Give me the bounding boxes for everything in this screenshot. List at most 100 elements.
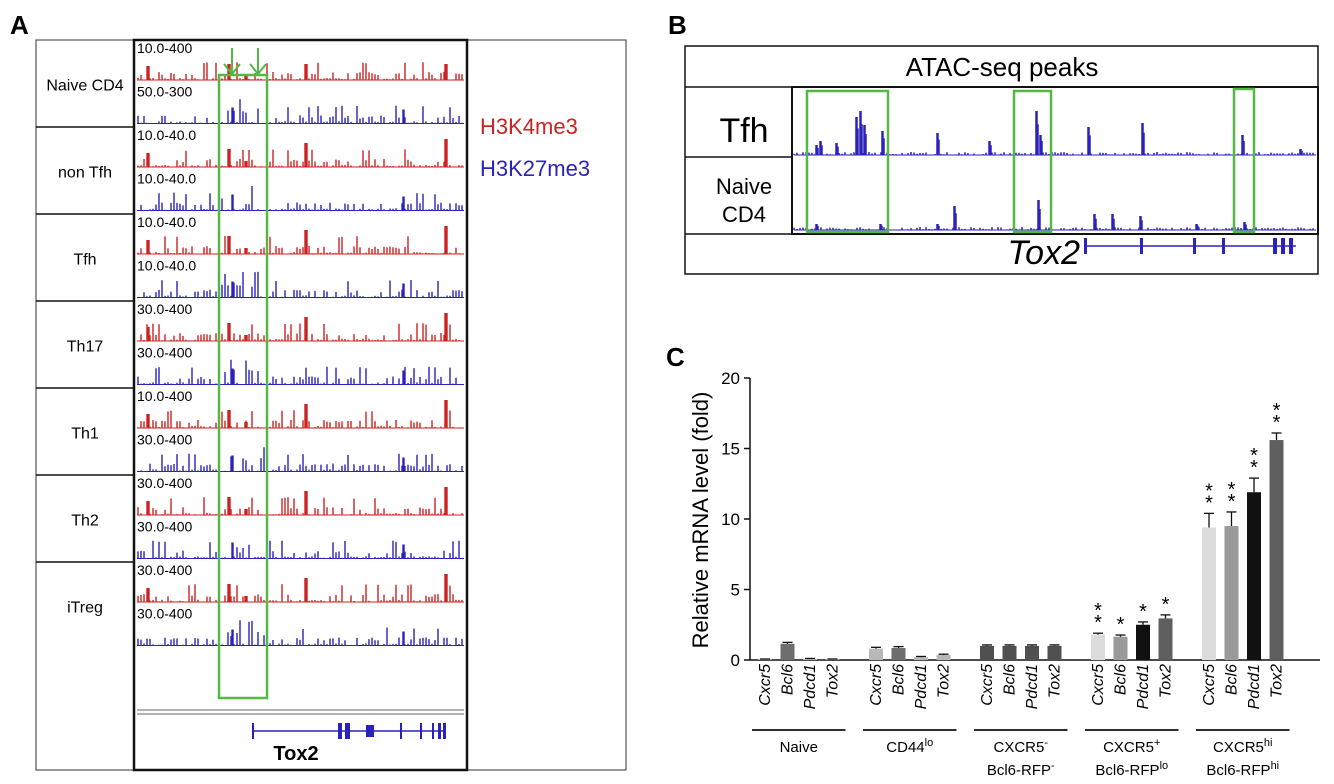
significance-star: * bbox=[1228, 479, 1236, 501]
signal-track bbox=[137, 359, 463, 385]
panel-b: B ATAC-seq peaks Tfh Naive CD4 Tox2 bbox=[668, 10, 1319, 275]
track-scale-label: 30.0-400 bbox=[137, 519, 192, 535]
significance-star: * bbox=[1273, 400, 1281, 422]
group-label: CXCR5- bbox=[993, 737, 1048, 756]
bars: Cxcr5 Bcl6 Pdcd1 Tox2 Naive Cxcr5 Bcl6 Pdcd1 Tox… bbox=[752, 400, 1290, 779]
track-scale-label: 30.0-400 bbox=[137, 432, 192, 448]
track-scale-label: 10.0-40.0 bbox=[137, 258, 196, 274]
gene-tick-label: Cxcr5 bbox=[757, 664, 774, 706]
bar bbox=[780, 643, 795, 660]
panel-c: C Relative mRNA level (fold) 0 5 10 15 20 Cx… bbox=[666, 342, 1320, 779]
y-tick-label: 0 bbox=[731, 651, 740, 670]
gene-tick-label: Pdcd1 bbox=[1246, 664, 1263, 709]
gene-tick-label: Bcl6 bbox=[1113, 664, 1130, 695]
signal-track bbox=[140, 186, 463, 211]
signal-track bbox=[137, 62, 463, 80]
bar bbox=[914, 657, 928, 660]
gene-tick-label: Bcl6 bbox=[891, 664, 908, 695]
significance-star: * bbox=[1273, 412, 1281, 434]
gene-tick-label: Cxcr5 bbox=[1090, 664, 1107, 706]
signal-track bbox=[137, 139, 463, 167]
row-label-naive-cd4: Naive CD4 bbox=[716, 174, 772, 227]
arrow-down-icon bbox=[249, 48, 267, 76]
panel-c-letter: C bbox=[666, 342, 685, 372]
group-label: CD44lo bbox=[886, 737, 933, 756]
group-label-line2: Bcl6-RFP- bbox=[987, 760, 1055, 779]
signal-track bbox=[137, 271, 463, 298]
gene-tick-label: Pdcd1 bbox=[913, 664, 930, 709]
gene-tick-label: Pdcd1 bbox=[802, 664, 819, 709]
signal-track bbox=[137, 487, 463, 515]
browser-track-frame bbox=[132, 38, 469, 772]
highlight-region bbox=[805, 89, 890, 234]
significance-star: * bbox=[1205, 480, 1213, 502]
gene-label-tox2: Tox2 bbox=[273, 743, 318, 765]
cell-type-label: Naive CD4 bbox=[46, 78, 123, 95]
signal-track bbox=[137, 99, 463, 124]
bar bbox=[1136, 624, 1150, 660]
bar bbox=[1025, 645, 1039, 660]
significance-star: * bbox=[1139, 601, 1147, 623]
panel-b-letter: B bbox=[668, 10, 687, 40]
gene-tick-label: Bcl6 bbox=[1224, 664, 1241, 695]
panel-a-letter: A bbox=[10, 10, 29, 40]
bar bbox=[1113, 636, 1128, 660]
atac-signal bbox=[793, 200, 1314, 230]
track-scale-label: 30.0-400 bbox=[137, 475, 192, 491]
gene-model bbox=[1084, 238, 1296, 254]
gene-tick-label: Tox2 bbox=[1158, 664, 1175, 698]
bar bbox=[1247, 492, 1261, 660]
gene-label-tox2: Tox2 bbox=[1008, 234, 1081, 272]
significance-star: * bbox=[1205, 492, 1213, 514]
panel-a: A Naive CD4 10.0-400 50.0-300 non Tfh 10.0-4… bbox=[10, 10, 627, 772]
gene-tick-label: Tox2 bbox=[825, 664, 842, 698]
gene-model bbox=[252, 723, 446, 739]
track-scale-label: 30.0-400 bbox=[137, 562, 192, 578]
panel-a-frame bbox=[35, 39, 627, 771]
significance-star: * bbox=[1094, 600, 1102, 622]
atac-title: ATAC-seq peaks bbox=[906, 52, 1099, 82]
gene-tick-label: Tox2 bbox=[936, 664, 953, 698]
legend-h3k4me3: H3K4me3 bbox=[480, 114, 578, 139]
gene-tick-label: Cxcr5 bbox=[868, 664, 885, 706]
group-label: CXCR5+ bbox=[1103, 737, 1160, 756]
cell-type-label: Th2 bbox=[71, 513, 99, 530]
signal-track bbox=[137, 226, 463, 254]
significance-star: * bbox=[1162, 594, 1170, 616]
signal-track bbox=[137, 313, 463, 341]
significance-star: * bbox=[1250, 445, 1258, 467]
legend-h3k27me3: H3K27me3 bbox=[480, 156, 590, 181]
highlight-region bbox=[1012, 89, 1053, 234]
group-label-line2: Bcl6-RFPhi bbox=[1206, 760, 1279, 779]
atac-track-frame bbox=[791, 86, 1319, 235]
signal-track bbox=[137, 574, 463, 602]
track-scale-label: 50.0-300 bbox=[137, 84, 192, 100]
significance-star: * bbox=[1117, 614, 1125, 636]
y-tick-label: 20 bbox=[721, 369, 740, 388]
bar bbox=[1224, 526, 1239, 660]
significance-star: * bbox=[1250, 457, 1258, 479]
track-scale-label: 30.0-400 bbox=[137, 606, 192, 622]
track-scale-label: 30.0-400 bbox=[137, 301, 192, 317]
group-label-line2: Bcl6-RFPlo bbox=[1095, 760, 1168, 779]
cell-type-label: iTreg bbox=[67, 600, 103, 617]
bar bbox=[891, 648, 906, 660]
highlight-region bbox=[217, 73, 269, 700]
y-tick-label: 10 bbox=[721, 510, 740, 529]
group-label: CXCR5hi bbox=[1213, 737, 1272, 756]
y-tick-label: 15 bbox=[721, 440, 740, 459]
signal-track bbox=[137, 400, 463, 428]
bar bbox=[936, 655, 951, 660]
bar bbox=[869, 648, 883, 660]
bar bbox=[1202, 527, 1216, 660]
track-groups: Naive CD4 10.0-400 50.0-300 non Tfh 10.0-40.… bbox=[36, 40, 464, 646]
bar bbox=[980, 645, 994, 660]
gene-tick-label: Tox2 bbox=[1269, 664, 1286, 698]
cell-type-label: Tfh bbox=[73, 252, 96, 269]
y-axis-label: Relative mRNA level (fold) bbox=[688, 392, 713, 649]
highlight-region bbox=[1232, 87, 1256, 234]
gene-tick-label: Bcl6 bbox=[780, 664, 797, 695]
gene-tick-label: Cxcr5 bbox=[1201, 664, 1218, 706]
cell-type-label: Th1 bbox=[71, 426, 99, 443]
